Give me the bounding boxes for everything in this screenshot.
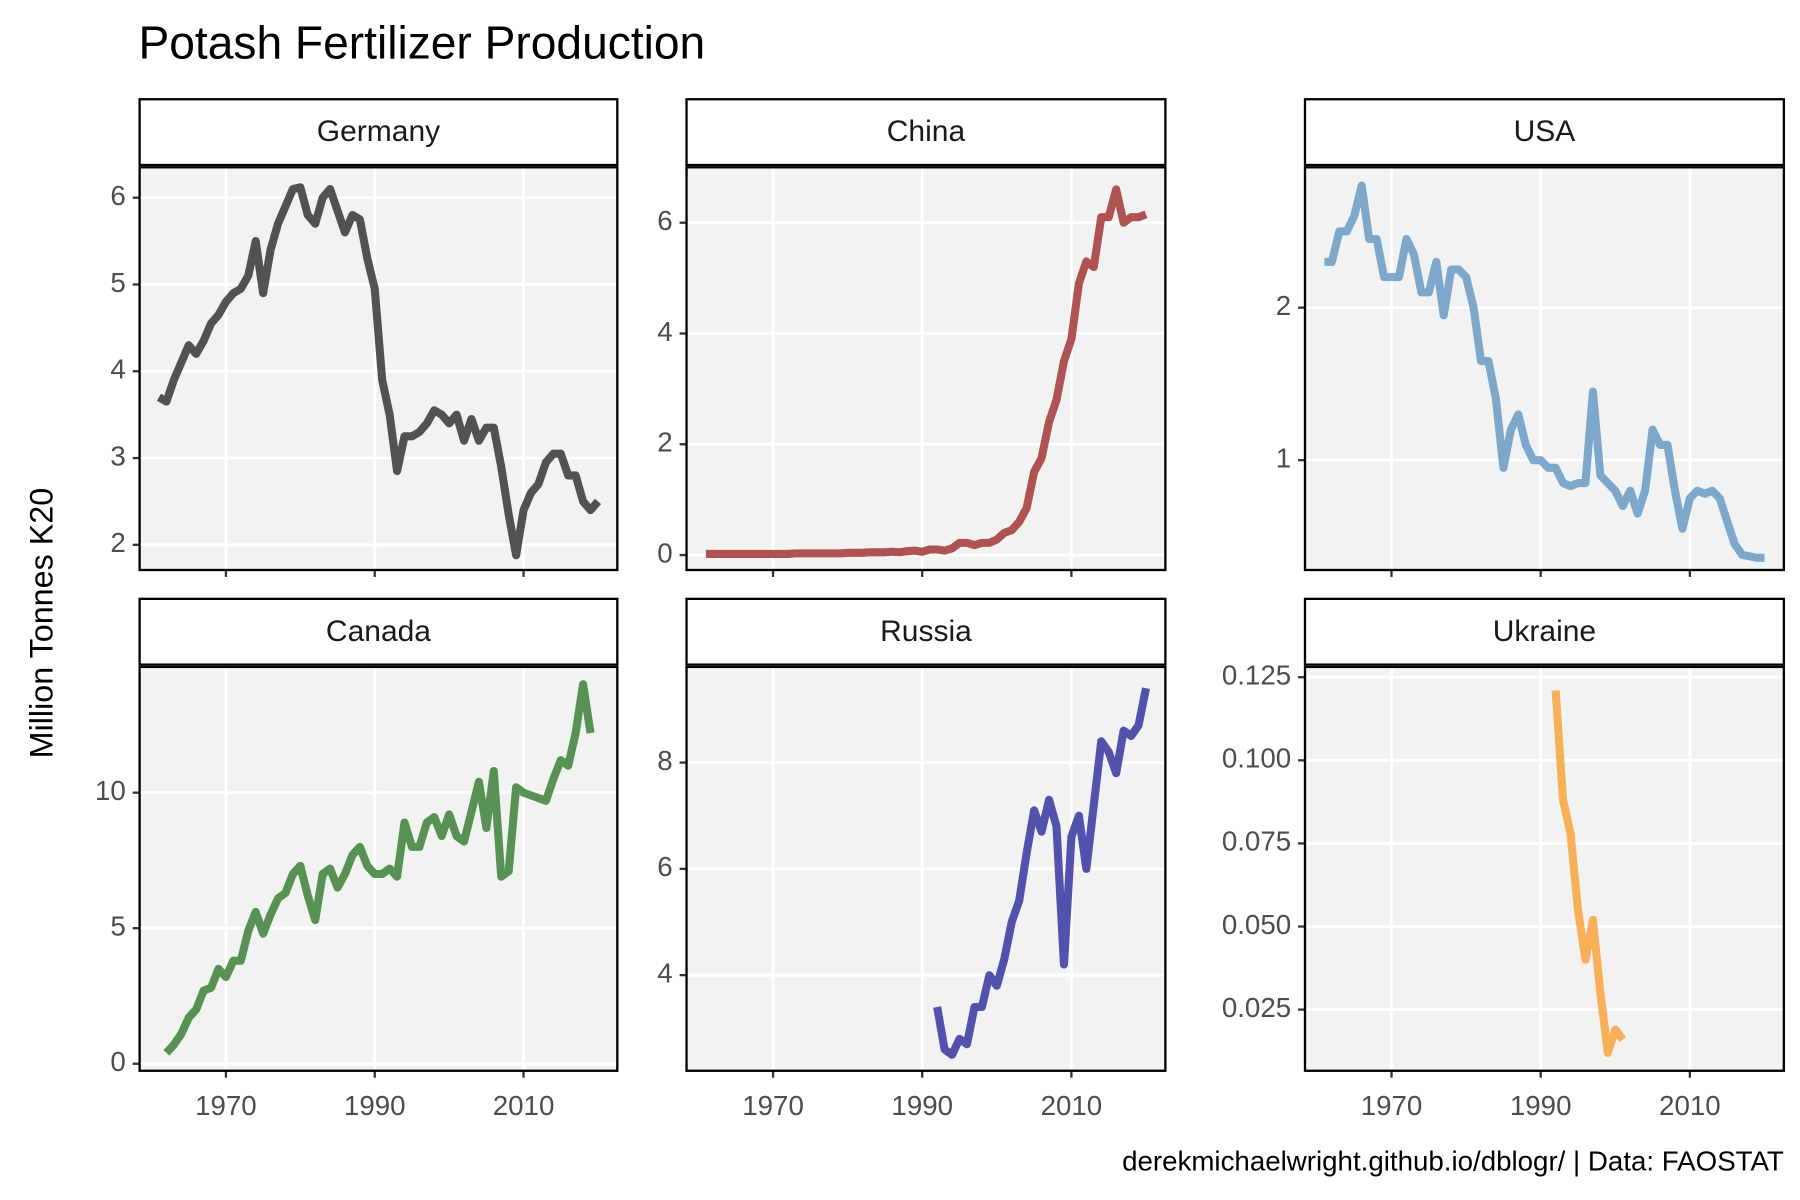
panel-border: [138, 166, 619, 572]
strip: [138, 98, 619, 167]
panel: Germany 2 3 4 5 6: [110, 98, 619, 577]
y-tick-label: 2: [110, 527, 125, 558]
panel-border: [1303, 665, 1785, 1072]
y-tick-label: 6: [657, 851, 672, 882]
strip: [685, 597, 1167, 666]
strip-label: Canada: [326, 615, 431, 648]
y-tick-label: 10: [95, 775, 126, 806]
y-tick-label: 8: [657, 745, 672, 776]
y-axis-label: Million Tonnes K20: [23, 488, 59, 759]
panel-background: [1305, 666, 1784, 1071]
x-tick-label: 1990: [891, 1090, 953, 1121]
y-tick-label: 0.050: [1222, 909, 1291, 940]
strip: [685, 98, 1167, 167]
strip-label: USA: [1514, 115, 1576, 148]
y-tick-label: 0.025: [1222, 992, 1291, 1023]
x-tick-label: 1970: [195, 1090, 257, 1121]
y-tick-label: 0.125: [1222, 660, 1291, 691]
panel: Ukraine 0.025 0.050 0.075 0.100 0.125 1970 1990…: [1222, 597, 1785, 1121]
strip: [1303, 597, 1785, 666]
strip-label: Ukraine: [1493, 615, 1596, 648]
y-tick-label: 2: [1276, 290, 1291, 321]
panel-background: [139, 666, 618, 1071]
y-tick-label: 1: [1276, 442, 1291, 473]
y-tick-label: 6: [657, 205, 672, 236]
x-tick-label: 1970: [1361, 1090, 1423, 1121]
panel-border: [685, 166, 1167, 572]
line: [705, 185, 1148, 558]
y-tick-label: 5: [110, 267, 125, 298]
y-tick-label: 2: [657, 427, 672, 458]
line: [163, 680, 595, 1056]
x-tick-label: 1990: [344, 1090, 406, 1121]
x-tick-label: 2010: [493, 1090, 555, 1121]
x-tick-label: 2010: [1659, 1090, 1721, 1121]
y-tick-label: 4: [110, 354, 125, 385]
strip-label: Germany: [317, 115, 440, 148]
strip: [138, 597, 619, 666]
y-tick-label: 0.075: [1222, 826, 1291, 857]
panel-border: [138, 665, 619, 1072]
panel-background: [1305, 167, 1784, 571]
panel: Canada 0 5 10 1970 1990 2010: [95, 597, 619, 1121]
panel-background: [686, 167, 1166, 571]
y-tick-label: 0: [110, 1046, 125, 1077]
line: [1551, 690, 1626, 1057]
y-tick-label: 4: [657, 957, 672, 988]
panel: USA 1 2: [1276, 98, 1785, 577]
y-tick-label: 0: [657, 537, 672, 568]
strip-label: China: [887, 115, 966, 148]
strip: [1303, 98, 1785, 167]
x-tick-label: 2010: [1041, 1090, 1103, 1121]
y-tick-label: 0.100: [1222, 743, 1291, 774]
y-tick-label: 5: [110, 911, 125, 942]
panel-border: [685, 665, 1167, 1072]
line: [156, 183, 602, 560]
panel-border: [1303, 166, 1785, 572]
strip-label: Russia: [880, 615, 972, 648]
panel: Russia 4 6 8 1970 1990 2010: [657, 597, 1167, 1121]
caption: derekmichaelwright.github.io/dblogr/ | D…: [1122, 1145, 1784, 1176]
y-tick-label: 6: [110, 180, 125, 211]
x-tick-label: 1990: [1510, 1090, 1572, 1121]
y-tick-label: 3: [110, 440, 125, 471]
chart-title: Potash Fertilizer Production: [138, 16, 705, 68]
y-tick-label: 4: [657, 316, 672, 347]
x-tick-label: 1970: [742, 1090, 804, 1121]
line: [933, 687, 1150, 1059]
panel: China 0 2 4 6: [657, 98, 1167, 577]
line: [1324, 181, 1765, 562]
